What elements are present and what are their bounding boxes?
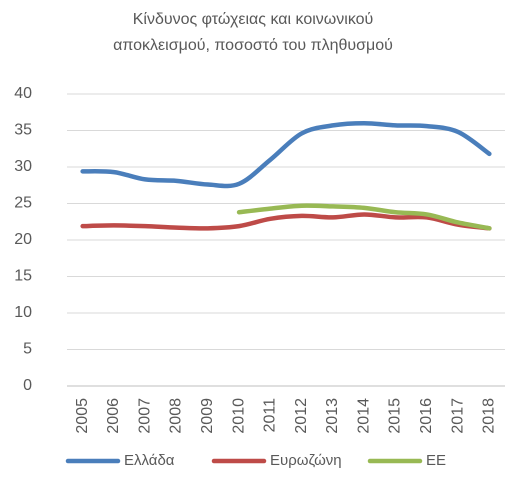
chart-title: Κίνδυνος φτώχειας και κοινωνικού (133, 11, 374, 28)
y-tick-label: 35 (14, 122, 32, 139)
x-tick-label: 2011 (262, 398, 279, 433)
series-line (80, 120, 492, 189)
x-tick-label: 2014 (355, 398, 372, 434)
series-line (80, 212, 492, 231)
x-tick-label: 2018 (481, 398, 498, 434)
x-tick-label: 2007 (136, 398, 153, 434)
legend-label: Ευρωζώνη (270, 452, 342, 469)
x-tick-label: 2010 (230, 398, 247, 434)
y-tick-label: 20 (14, 231, 32, 248)
y-tick-label: 0 (23, 377, 32, 394)
x-tick-label: 2012 (293, 398, 310, 434)
y-tick-label: 15 (14, 268, 32, 285)
x-tick-label: 2005 (74, 398, 91, 434)
legend-label: ΕΕ (426, 452, 446, 469)
series-line (236, 203, 492, 231)
legend-label: Ελλάδα (124, 452, 175, 469)
x-tick-label: 2008 (168, 398, 185, 434)
y-tick-label: 5 (23, 341, 32, 358)
y-tick-label: 25 (14, 195, 32, 212)
y-tick-label: 30 (14, 158, 32, 175)
chart-title: αποκλεισμού, ποσοστό του πληθυσμού (113, 37, 393, 54)
y-tick-label: 10 (14, 304, 32, 321)
x-tick-label: 2013 (324, 398, 341, 434)
x-tick-label: 2006 (105, 398, 122, 434)
x-tick-label: 2016 (418, 398, 435, 434)
y-tick-label: 40 (14, 85, 32, 102)
x-tick-label: 2017 (449, 398, 466, 434)
x-tick-label: 2009 (199, 398, 216, 434)
x-tick-label: 2015 (387, 398, 404, 434)
